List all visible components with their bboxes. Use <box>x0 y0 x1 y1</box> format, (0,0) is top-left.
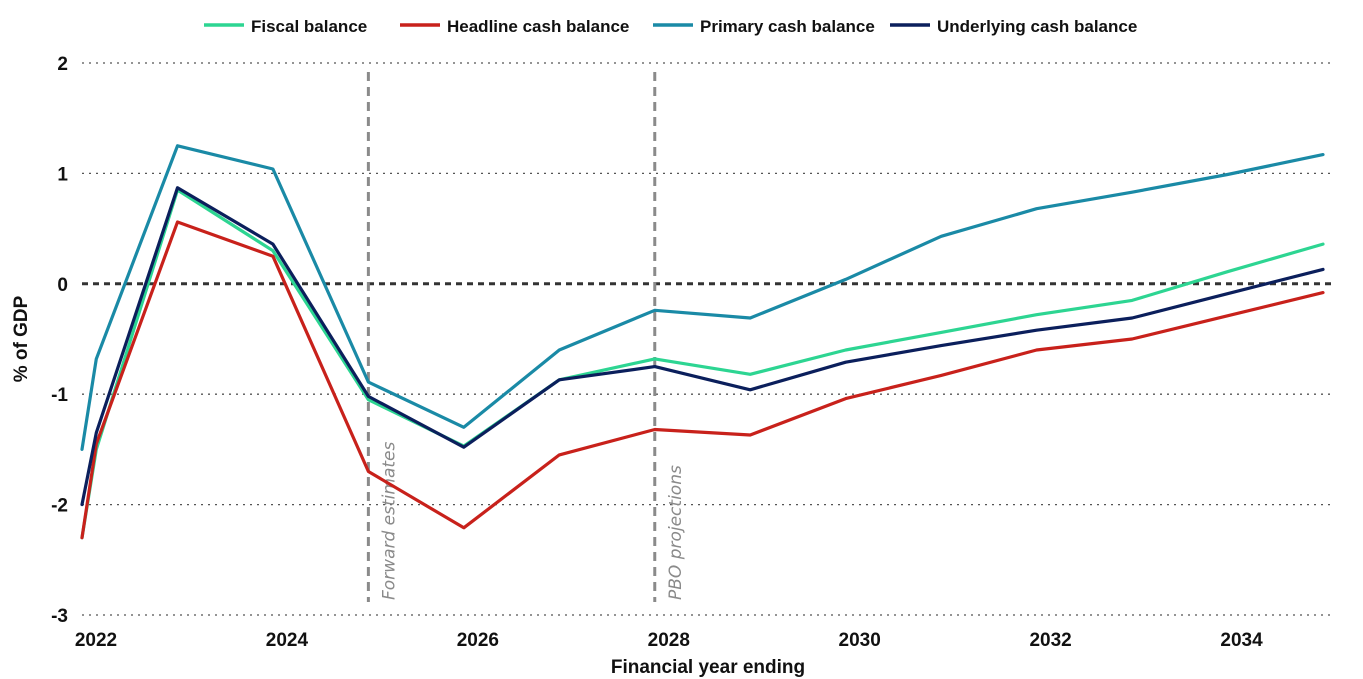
x-tick-label: 2028 <box>648 630 690 651</box>
legend-label: Underlying cash balance <box>937 17 1137 36</box>
series-layer <box>80 144 1325 540</box>
projection-label: Forward estimates <box>379 442 399 600</box>
x-tick-label: 2034 <box>1220 630 1263 651</box>
y-tick-label: 2 <box>57 54 68 75</box>
axis-layer: 2 1 0 -1 -2 -3 2022 2024 2026 2028 2030 2032 2034 Fin… <box>11 54 1263 678</box>
x-tick-label: 2030 <box>839 630 881 651</box>
series-line <box>80 186 1325 507</box>
legend-label: Fiscal balance <box>251 17 367 36</box>
y-axis-title: % of GDP <box>11 295 32 382</box>
y-tick-label: -2 <box>51 496 68 517</box>
legend-label: Primary cash balance <box>700 17 875 36</box>
x-tick-label: 2022 <box>75 630 117 651</box>
x-tick-label: 2024 <box>266 630 309 651</box>
x-tick-label: 2026 <box>457 630 499 651</box>
x-axis-title: Financial year ending <box>611 657 805 678</box>
legend-label: Headline cash balance <box>447 17 629 36</box>
series-line <box>80 188 1325 540</box>
annotation-layer: Forward estimates PBO projections <box>366 72 686 602</box>
y-tick-label: -3 <box>51 606 68 627</box>
series-line <box>80 220 1325 540</box>
grid-layer <box>82 62 1333 616</box>
y-tick-label: 1 <box>57 164 68 185</box>
series-line <box>80 144 1325 451</box>
projection-label: PBO projections <box>666 465 686 600</box>
legend: Fiscal balance Headline cash balance Prima… <box>204 17 1137 36</box>
y-tick-label: 0 <box>57 275 68 296</box>
y-tick-label: -1 <box>51 385 68 406</box>
x-tick-label: 2032 <box>1029 630 1071 651</box>
